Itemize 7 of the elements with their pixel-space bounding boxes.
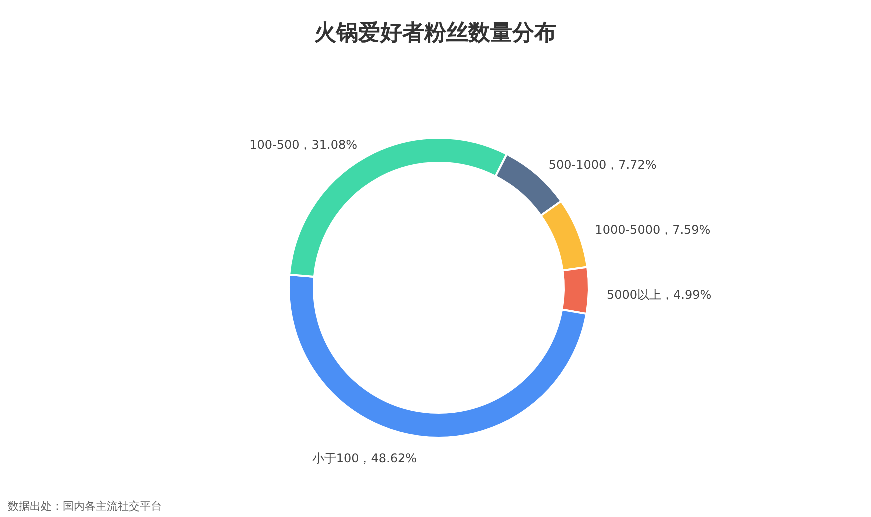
slice-label: 100-500，31.08%	[250, 138, 358, 152]
slice-label: 500-1000，7.72%	[548, 158, 657, 172]
text: 数据出处：国内各主流社交平台	[8, 500, 162, 513]
slice-label: 5000以上，4.99%	[606, 288, 712, 302]
slice-label: 1000-5000，7.59%	[595, 223, 711, 238]
chart-title: 火锅爱好者粉丝数量分布	[314, 21, 556, 46]
slice-label: 小于100，48.62%	[312, 452, 417, 466]
